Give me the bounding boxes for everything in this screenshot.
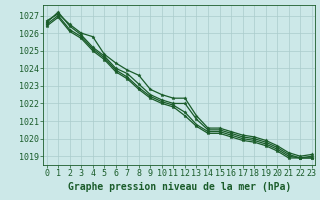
X-axis label: Graphe pression niveau de la mer (hPa): Graphe pression niveau de la mer (hPa) [68, 182, 291, 192]
